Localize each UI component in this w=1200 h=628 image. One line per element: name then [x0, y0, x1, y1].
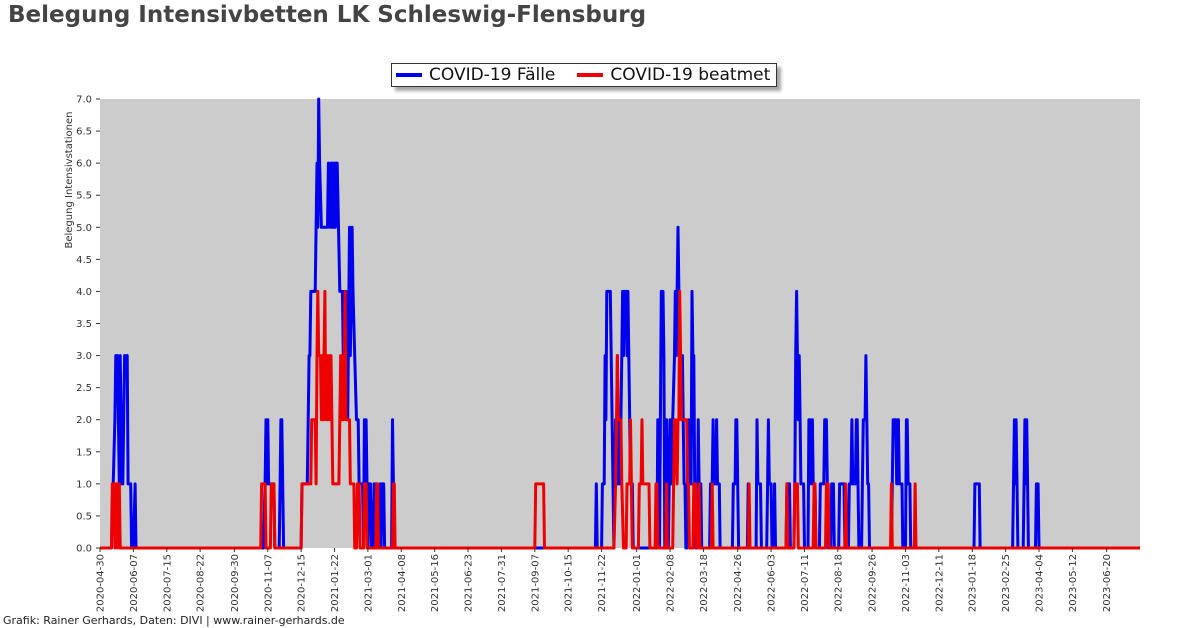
x-tick-label: 2020-09-30: [230, 554, 241, 612]
legend-item-beatmet: COVID-19 beatmet: [577, 65, 770, 85]
x-tick-label: 2020-04-30: [96, 554, 107, 612]
x-tick-label: 2021-11-22: [597, 554, 608, 612]
y-tick-label: 1.0: [76, 479, 92, 490]
x-tick-label: 2022-01-01: [632, 554, 643, 612]
y-tick-label: 5.5: [76, 191, 92, 202]
chart-title: Belegung Intensivbetten LK Schleswig-Fle…: [8, 2, 647, 28]
footer-credit: Grafik: Rainer Gerhards, Daten: DIVI | w…: [3, 614, 345, 627]
x-tick-label: 2021-10-15: [564, 554, 575, 612]
y-tick-label: 1.5: [76, 447, 92, 458]
x-tick-label: 2023-04-04: [1035, 554, 1046, 612]
x-tick-label: 2023-02-25: [1001, 554, 1012, 612]
y-tick-label: 4.5: [76, 255, 92, 266]
x-tick-label: 2022-02-08: [666, 554, 677, 612]
legend-item-faelle: COVID-19 Fälle: [396, 65, 555, 85]
series-layer: [100, 97, 1140, 550]
x-tick-label: 2022-08-18: [833, 554, 844, 612]
x-tick-label: 2020-08-22: [196, 554, 207, 612]
legend-swatch-beatmet: [577, 73, 604, 77]
x-tick-label: 2023-05-12: [1068, 554, 1079, 612]
y-tick-label: 3.0: [76, 351, 92, 362]
x-tick-label: 2021-01-22: [330, 554, 341, 612]
y-tick-label: 3.5: [76, 319, 92, 330]
y-tick-label: 5.0: [76, 223, 92, 234]
x-tick-label: 2023-01-18: [968, 554, 979, 612]
x-tick-label: 2022-03-18: [699, 554, 710, 612]
x-tick-label: 2022-04-26: [733, 554, 744, 612]
x-tick-label: 2020-06-07: [129, 554, 140, 612]
y-axis-title: Belegung Intensivstationen: [64, 111, 75, 248]
x-tick-label: 2021-03-01: [363, 554, 374, 612]
x-tick-label: 2021-05-16: [430, 554, 441, 612]
legend-swatch-faelle: [396, 73, 422, 77]
y-tick-label: 2.5: [76, 383, 92, 394]
legend-label-beatmet: COVID-19 beatmet: [610, 65, 771, 85]
x-tick-label: 2022-09-26: [868, 554, 879, 612]
axis-layer: 0.0 0.5 1.0 1.5 2.0 2.5 3.0 3.5 4.0 4.5 5.0 5.5 6.0 6…: [76, 95, 1113, 613]
x-tick-label: 2021-06-23: [464, 554, 475, 612]
legend: COVID-19 Fälle COVID-19 beatmet: [391, 63, 778, 87]
y-tick-label: 0.0: [76, 544, 92, 555]
y-tick-label: 4.0: [76, 287, 92, 298]
y-tick-label: 6.5: [76, 127, 92, 138]
x-tick-label: 2023-06-20: [1102, 554, 1113, 612]
x-tick-label: 2022-11-03: [901, 554, 912, 612]
y-tick-label: 7.0: [76, 95, 92, 106]
x-tick-label: 2020-11-07: [263, 554, 274, 612]
series-line-1: [100, 289, 1140, 550]
series-line-0: [100, 97, 1140, 550]
x-tick-label: 2020-07-15: [162, 554, 173, 612]
x-tick-label: 2022-07-11: [800, 554, 811, 612]
x-tick-label: 2020-12-15: [297, 554, 308, 612]
legend-label-faelle: COVID-19 Fälle: [429, 65, 556, 85]
y-tick-label: 0.5: [76, 511, 92, 522]
x-tick-label: 2021-09-07: [530, 554, 541, 612]
x-tick-label: 2022-06-03: [767, 554, 778, 612]
x-tick-label: 2021-04-08: [397, 554, 408, 612]
x-tick-label: 2022-12-11: [934, 554, 945, 612]
y-tick-label: 6.0: [76, 159, 92, 170]
x-tick-label: 2021-07-31: [497, 554, 508, 612]
y-tick-label: 2.0: [76, 415, 92, 426]
